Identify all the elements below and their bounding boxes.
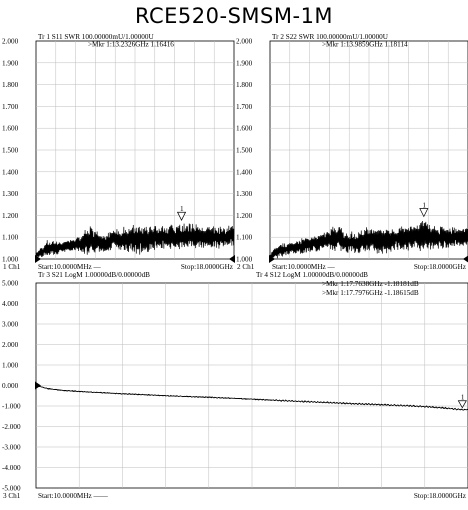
s11-panel: 2.000 1.900 1.800 1.700 1.600 1.500 1.400 1.300… [2, 33, 235, 271]
y-tick-label: 1.200 [2, 212, 19, 220]
y-tick-label: 1.700 [236, 103, 253, 111]
s22-header: Tr 2 S22 SWR 100.00000mU/1.00000U [272, 33, 389, 41]
s12-marker-readout: >Mkr 1:17.7976GHz -1.18615dB [322, 289, 419, 297]
y-tick-label: 1.100 [2, 234, 19, 242]
reference-arrow-icon [35, 255, 41, 263]
s21-y-ticks: 5.000 4.000 3.000 2.000 1.000 0.000 -1.000 -2.0… [2, 280, 21, 493]
y-tick-label: 1.300 [2, 190, 19, 198]
s12-header: Tr 4 S12 LogM 1.00000dB/0.00000dB [256, 271, 368, 279]
y-tick-label: 2.000 [236, 38, 253, 46]
y-tick-label: 1.100 [236, 234, 253, 242]
marker-label: 1 [422, 202, 426, 210]
s11-trace [35, 223, 235, 258]
s21-marker: 1 [457, 394, 467, 409]
y-tick-label: -1.000 [2, 403, 21, 411]
s21-start: Start:10.0000MHz —— [38, 492, 109, 500]
y-tick-label: 1.400 [236, 168, 253, 176]
y-tick-label: -4.000 [2, 464, 21, 472]
y-tick-label: 0.000 [2, 382, 19, 390]
y-tick-label: -2.000 [2, 423, 21, 431]
y-tick-label: 1.500 [2, 147, 19, 155]
y-tick-label: 3.000 [2, 321, 19, 329]
y-tick-label: 1.500 [236, 147, 253, 155]
y-tick-label: 2.000 [2, 38, 19, 46]
s22-grid [269, 41, 468, 263]
y-tick-label: 4.000 [2, 300, 19, 308]
y-tick-label: 1.400 [2, 168, 19, 176]
marker-triangle-icon [176, 211, 187, 221]
s21-header: Tr 3 S21 LogM 1.00000dB/0.00000dB [38, 271, 150, 279]
y-tick-label: 1.900 [236, 59, 253, 67]
marker-label: 1 [461, 394, 465, 402]
y-tick-label: 1.600 [236, 125, 253, 133]
s21-footer-id: 3 Ch1 [3, 492, 21, 500]
s21-stop: Stop:18.0000GHz [414, 492, 466, 500]
s22-trace [269, 220, 468, 259]
y-tick-label: 1.200 [236, 212, 253, 220]
s11-marker-readout: >Mkr 1:13.2326GHz 1.16416 [88, 41, 174, 49]
y-tick-label: 1.600 [2, 125, 19, 133]
s21-marker-readout: >Mkr 1:17.7638GHz -1.18181dB [322, 280, 419, 288]
y-tick-label: 5.000 [2, 280, 19, 288]
y-tick-label: 1.000 [2, 256, 19, 264]
page-title: RCE520-SMSM-1M [134, 4, 334, 28]
s22-marker: 1 [419, 202, 429, 218]
reference-arrow-icon [463, 255, 468, 263]
reference-arrow-icon [35, 381, 41, 390]
s11-footer-id: 1 Ch1 [3, 263, 21, 271]
s22-start: Start:10.0000MHz — [272, 263, 335, 271]
s11-marker: 1 [176, 205, 187, 221]
s22-footer-id: 2 Ch1 [237, 263, 255, 271]
s11-stop: Stop:18.0000GHz [181, 263, 233, 271]
reference-arrow-icon [229, 255, 235, 263]
s22-stop: Stop:18.0000GHz [414, 263, 466, 271]
marker-label: 1 [180, 205, 184, 213]
y-tick-label: 2.000 [2, 341, 19, 349]
y-tick-label: 1.900 [2, 59, 19, 67]
y-tick-label: -3.000 [2, 444, 21, 452]
s11-y-ticks: 2.000 1.900 1.800 1.700 1.600 1.500 1.400 1.300… [2, 38, 19, 264]
y-tick-label: -5.000 [2, 485, 21, 493]
marker-triangle-icon [457, 400, 467, 409]
y-tick-label: 1.000 [236, 256, 253, 264]
s21-grid [35, 283, 468, 488]
y-tick-label: 1.700 [2, 103, 19, 111]
s22-panel: 2.000 1.900 1.800 1.700 1.600 1.500 1.400 1.300… [236, 33, 468, 271]
s11-grid [35, 41, 235, 263]
y-tick-label: 1.000 [2, 362, 19, 370]
marker-triangle-icon [419, 208, 429, 218]
s21-s12-panel: 5.000 4.000 3.000 2.000 1.000 0.000 -1.000 -2.0… [2, 271, 468, 500]
s22-y-ticks: 2.000 1.900 1.800 1.700 1.600 1.500 1.400 1.300… [236, 38, 253, 264]
s12-trace [35, 385, 468, 411]
y-tick-label: 1.300 [236, 190, 253, 198]
y-tick-label: 1.800 [236, 81, 253, 89]
y-tick-label: 1.800 [2, 81, 19, 89]
s22-marker-readout: >Mkr 1:13.9859GHz 1.18114 [322, 41, 408, 49]
s11-start: Start:10.0000MHz — [38, 263, 101, 271]
s11-header: Tr 1 S11 SWR 100.00000mU/1.00000U [38, 33, 154, 41]
